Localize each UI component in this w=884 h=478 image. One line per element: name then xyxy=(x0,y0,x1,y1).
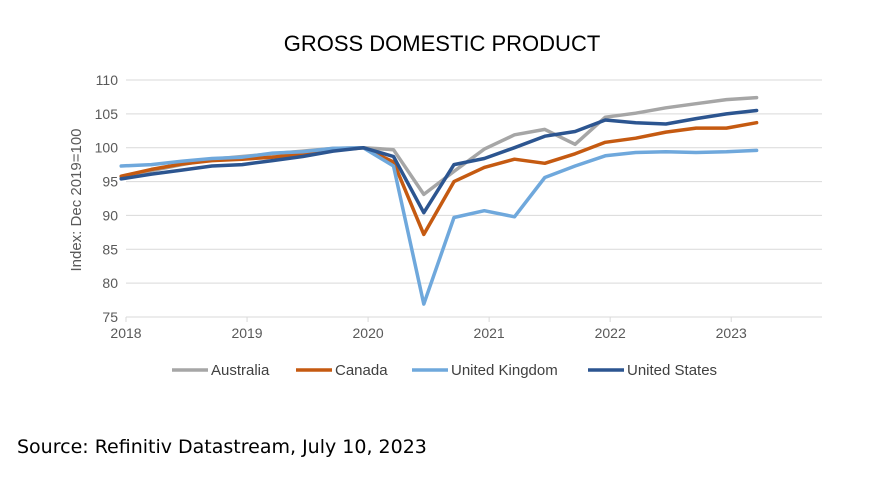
y-tick-label: 85 xyxy=(102,241,118,257)
x-tick-label: 2018 xyxy=(110,325,141,341)
y-tick-label: 100 xyxy=(95,140,119,156)
series-line-united-kingdom xyxy=(119,145,759,306)
y-tick-label: 75 xyxy=(102,309,118,325)
series-line-canada xyxy=(119,120,759,237)
x-tick-label: 2023 xyxy=(716,325,747,341)
y-tick-label: 110 xyxy=(96,72,119,88)
y-tick-label: 80 xyxy=(102,275,118,291)
source-note: Source: Refinitiv Datastream, July 10, 2… xyxy=(17,436,427,458)
legend: Australia Canada United Kingdom United Stat… xyxy=(172,362,717,379)
y-tick-label: 90 xyxy=(102,207,118,223)
legend-label-united-states: United States xyxy=(627,362,717,379)
x-tick-label: 2019 xyxy=(231,325,262,341)
gridlines xyxy=(126,79,822,318)
x-tick-label: 2020 xyxy=(353,325,384,341)
series-line-united-states xyxy=(119,108,759,215)
legend-label-canada: Canada xyxy=(335,362,388,379)
x-tick-label: 2021 xyxy=(474,325,505,341)
chart-title: GROSS DOMESTIC PRODUCT xyxy=(283,31,601,56)
x-tick-label: 2022 xyxy=(595,325,626,341)
y-tick-label: 105 xyxy=(95,106,119,122)
legend-label-australia: Australia xyxy=(211,362,270,379)
series-line-australia xyxy=(119,95,759,197)
x-axis-ticks: 2018 2019 2020 2021 2022 2023 xyxy=(110,317,747,341)
y-axis-label: Index: Dec 2019=100 xyxy=(68,128,85,271)
y-axis-ticks: 75 80 85 90 95 100 105 110 xyxy=(95,72,119,325)
legend-label-united-kingdom: United Kingdom xyxy=(451,362,558,379)
series-lines xyxy=(119,95,759,306)
y-tick-label: 95 xyxy=(102,174,118,190)
